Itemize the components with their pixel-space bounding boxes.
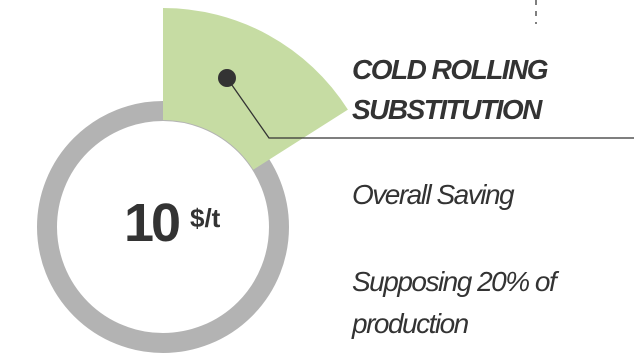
- title-line-2: SUBSTITUTION: [352, 94, 542, 125]
- overall-saving-label: Overall Saving: [352, 179, 515, 210]
- supposing-note: Supposing 20% of production: [352, 266, 557, 339]
- highlighted-sector: [163, 8, 348, 170]
- saving-unit: $/t: [190, 203, 221, 233]
- title-line-1: COLD ROLLING: [352, 54, 549, 85]
- leader-line: [226, 77, 634, 139]
- section-title: COLD ROLLING SUBSTITUTION: [352, 50, 622, 130]
- saving-value: 10: [124, 193, 181, 253]
- marker-dot: [218, 69, 236, 87]
